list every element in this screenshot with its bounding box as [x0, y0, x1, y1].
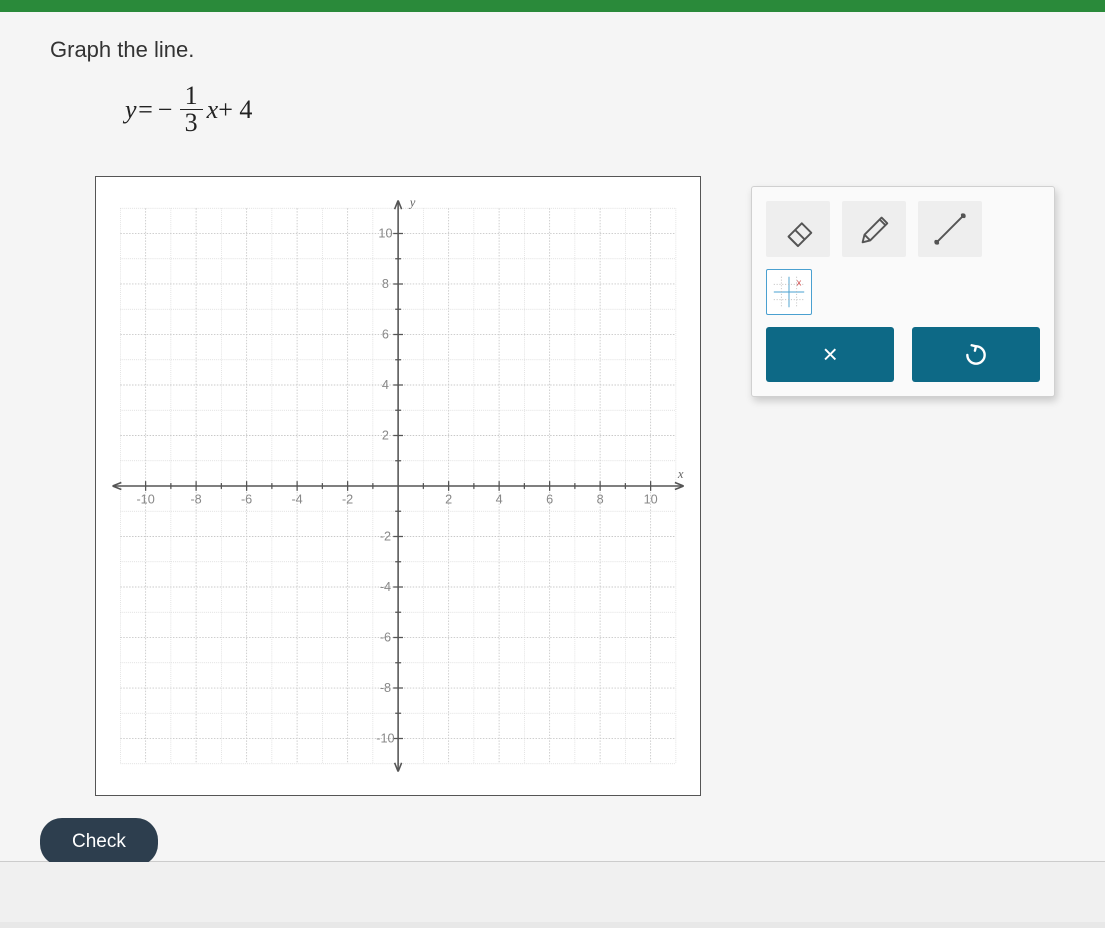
check-button[interactable]: Check [40, 818, 158, 866]
svg-text:-2: -2 [342, 493, 353, 507]
svg-text:-10: -10 [376, 731, 394, 745]
pencil-button[interactable] [842, 201, 906, 257]
svg-text:x: x [677, 467, 684, 481]
action-row: × [766, 327, 1040, 382]
svg-text:-6: -6 [380, 630, 391, 644]
equation-equals: = [137, 95, 155, 125]
tool-row-2: x [766, 269, 1040, 315]
eraser-icon [779, 210, 817, 248]
bottom-region [0, 862, 1105, 922]
svg-text:6: 6 [382, 327, 389, 341]
equation-const: + 4 [218, 95, 252, 125]
equation-fraction: 1 3 [180, 83, 203, 136]
svg-text:-8: -8 [380, 681, 391, 695]
equation-rhs-var: x [207, 95, 219, 125]
svg-text:4: 4 [496, 493, 503, 507]
work-area: -10 -10 -8 -8 -6 -6 -4 -4 -2 -2 2 2 4 4 6 6 8 8 10 10 y x [50, 176, 1055, 796]
svg-text:-8: -8 [190, 493, 201, 507]
line-button[interactable] [918, 201, 982, 257]
check-button-label: Check [72, 831, 126, 852]
undo-button[interactable] [912, 327, 1040, 382]
svg-text:-6: -6 [241, 493, 252, 507]
svg-text:-10: -10 [136, 493, 154, 507]
grid-icon: x [770, 273, 808, 311]
undo-icon [963, 342, 989, 368]
svg-text:y: y [408, 195, 416, 209]
tool-row-1 [766, 201, 1040, 257]
svg-text:-2: -2 [380, 529, 391, 543]
coordinate-plane[interactable]: -10 -10 -8 -8 -6 -6 -4 -4 -2 -2 2 2 4 4 6 6 8 8 10 10 y x [95, 176, 701, 796]
equation-lhs: y [125, 95, 137, 125]
prompt-text: Graph the line. [50, 37, 1055, 63]
svg-text:8: 8 [382, 277, 389, 291]
header-bar [0, 0, 1105, 12]
toolbox: x × [751, 186, 1055, 397]
close-icon: × [823, 339, 838, 370]
svg-text:-4: -4 [380, 580, 391, 594]
svg-text:2: 2 [382, 428, 389, 442]
svg-text:2: 2 [445, 493, 452, 507]
grid-icon-x: x [797, 277, 802, 288]
grid-reset-button[interactable]: x [766, 269, 812, 315]
line-icon [931, 210, 969, 248]
clear-button[interactable]: × [766, 327, 894, 382]
svg-text:6: 6 [546, 493, 553, 507]
content-panel: Graph the line. y = − 1 3 x + 4 -10 -10 -8… [0, 12, 1105, 862]
fraction-numerator: 1 [180, 83, 203, 110]
graph-svg[interactable]: -10 -10 -8 -8 -6 -6 -4 -4 -2 -2 2 2 4 4 6 6 8 8 10 10 y x [96, 177, 700, 795]
svg-text:-4: -4 [291, 493, 302, 507]
equation-neg: − [156, 95, 174, 125]
svg-text:10: 10 [644, 493, 658, 507]
svg-text:4: 4 [382, 378, 389, 392]
fraction-denominator: 3 [180, 110, 203, 136]
equation: y = − 1 3 x + 4 [125, 83, 1055, 136]
svg-text:8: 8 [597, 493, 604, 507]
pencil-icon [855, 210, 893, 248]
svg-text:10: 10 [378, 226, 392, 240]
eraser-button[interactable] [766, 201, 830, 257]
